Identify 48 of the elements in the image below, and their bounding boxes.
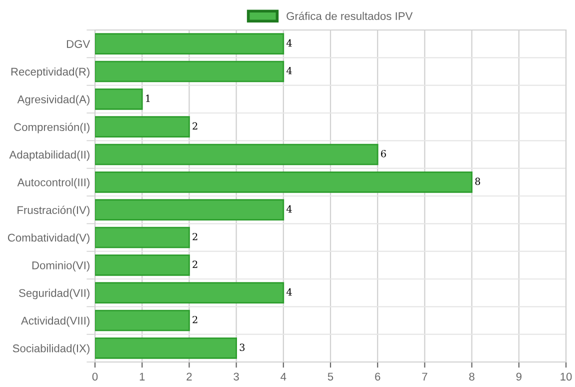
x-tick-label: 10 (560, 372, 572, 381)
data-label: 4 (286, 39, 292, 47)
x-tick-label: 7 (422, 372, 428, 380)
data-label: 2 (192, 232, 198, 240)
bar (95, 310, 190, 332)
y-tick-label: Autocontrol(III) (17, 178, 90, 188)
data-label: 4 (286, 288, 292, 296)
legend-label: Gráfica de resultados IPV (286, 12, 413, 20)
data-label: 2 (192, 316, 198, 324)
x-tick-label: 4 (280, 372, 286, 380)
y-tick-label: Adaptabilidad(II) (9, 150, 90, 161)
y-tick-label: Actividad(VIII) (21, 316, 90, 327)
bar (95, 226, 190, 248)
x-tick-label: 8 (469, 372, 474, 381)
y-tick-label: Combatividad(V) (8, 233, 90, 244)
x-tick-label: 0 (92, 372, 98, 381)
data-label: 4 (286, 205, 292, 213)
x-tick-label: 3 (234, 372, 239, 381)
bar (95, 60, 284, 82)
data-label: 2 (192, 122, 198, 130)
data-label: 8 (475, 178, 480, 185)
bar (95, 172, 472, 193)
data-label: 6 (381, 150, 386, 158)
y-tick-label: DGV (66, 40, 90, 48)
x-tick-label: 5 (328, 372, 334, 381)
bar (95, 338, 237, 359)
bar (95, 88, 143, 110)
y-tick-label: Receptividad(R) (11, 67, 90, 78)
bar (95, 116, 190, 138)
y-tick-label: Seguridad(VII) (19, 288, 90, 300)
bar (95, 33, 284, 54)
bar (95, 199, 284, 220)
y-tick-label: Comprensión(I) (14, 122, 90, 134)
data-label: 2 (192, 260, 198, 268)
y-tick-label: Dominio(VI) (32, 261, 90, 272)
data-label: 4 (286, 66, 292, 74)
x-tick-label: 6 (375, 372, 380, 381)
data-label: 1 (146, 94, 150, 102)
y-tick-label: Frustración(IV) (18, 206, 90, 216)
y-tick-label: Agresividad(A) (17, 95, 90, 106)
x-tick-label: 2 (186, 372, 192, 380)
bar (95, 144, 378, 166)
x-tick-label: 9 (516, 372, 522, 381)
y-tick-label: Sociabilidad(IX) (12, 344, 90, 354)
x-tick-label: 1 (140, 372, 145, 380)
bar (95, 282, 284, 304)
data-label: 3 (240, 344, 245, 351)
bar (95, 254, 190, 276)
